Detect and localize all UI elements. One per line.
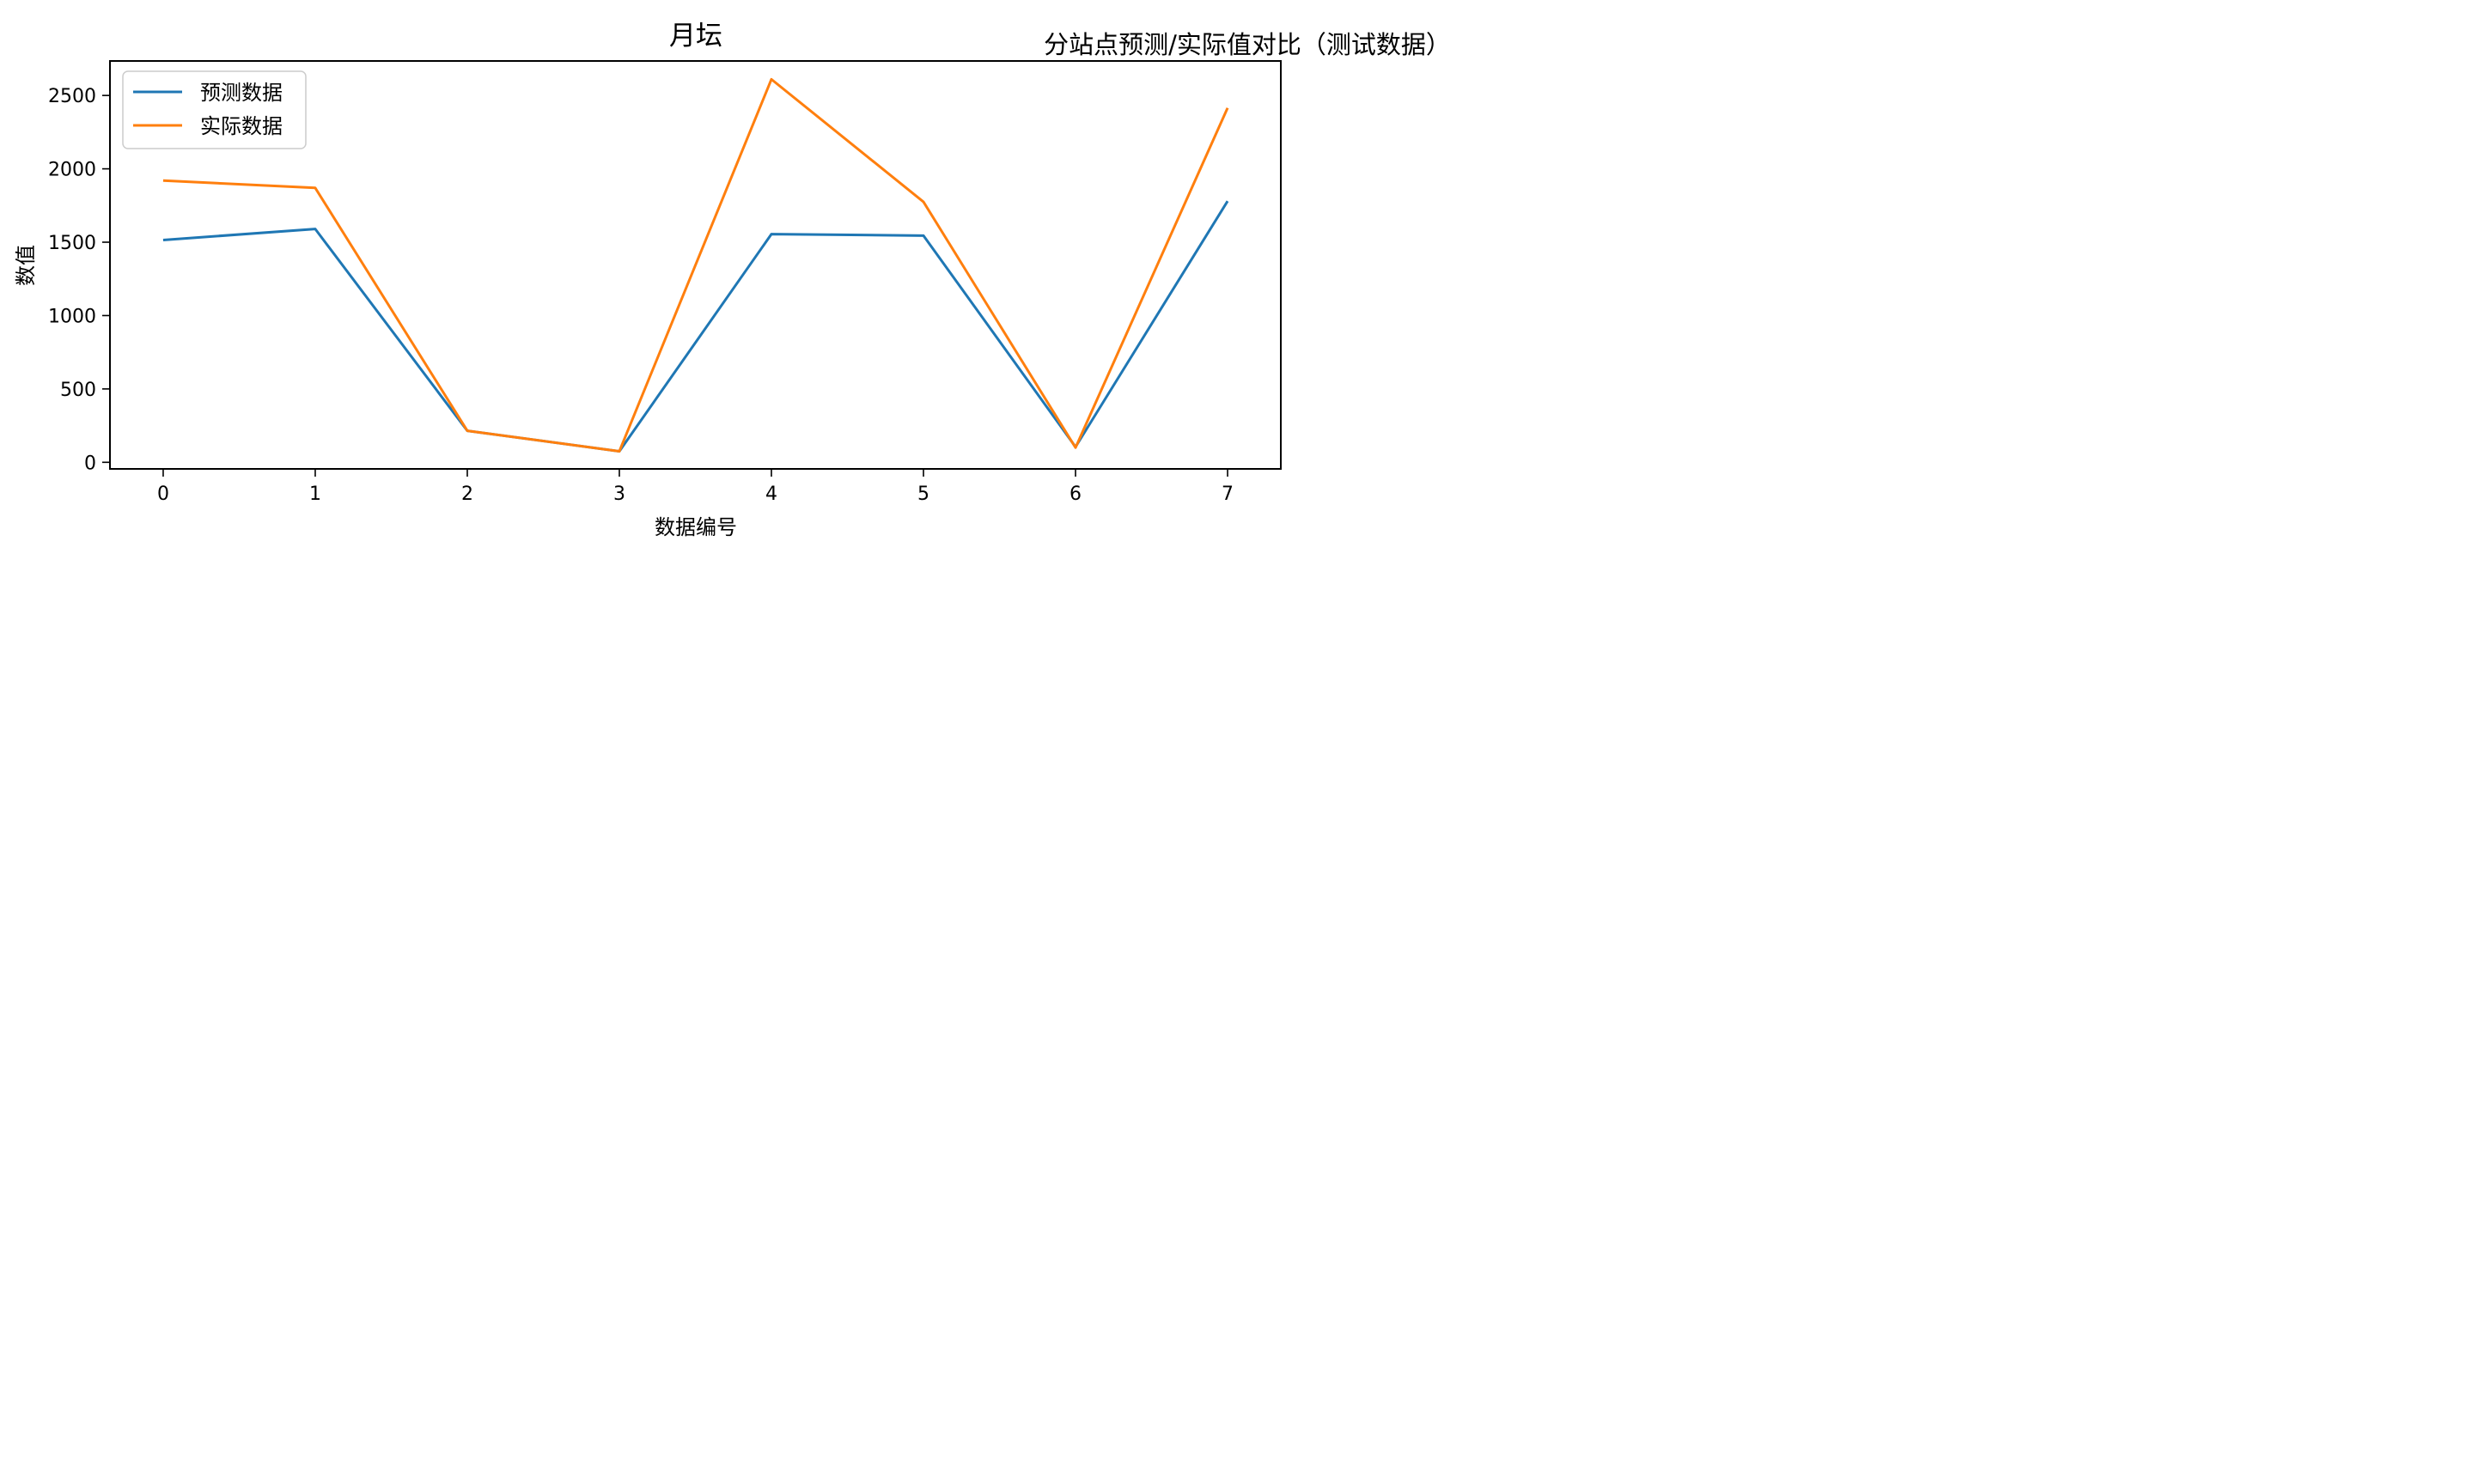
x-tick-label: 4 [765,484,777,505]
legend-label-predicted: 预测数据 [200,81,283,105]
x-axis: 0 1 2 3 4 5 6 7 [157,469,1234,505]
x-axis-label: 数据编号 [655,515,737,539]
x-tick-label: 5 [917,484,929,505]
y-tick-label: 1500 [48,233,96,254]
plot-area [109,60,1282,470]
x-tick-label: 2 [461,484,473,505]
y-tick-label: 1000 [48,306,96,327]
figure-suptitle: 分站点预测/实际值对比（测试数据） [1044,30,1451,59]
series-line-predicted [162,200,1229,453]
y-axis-label: 数值 [14,245,38,286]
y-tick-label: 0 [84,453,96,474]
y-axis: 0 500 1000 1500 2000 2500 [48,86,110,474]
chart-title: 月坛 [669,21,722,52]
series-layer [162,77,1229,453]
x-tick-label: 6 [1069,484,1082,505]
y-tick-label: 2500 [48,86,96,107]
legend-label-actual: 实际数据 [200,114,283,138]
y-tick-label: 2000 [48,160,96,181]
y-tick-label: 500 [60,380,96,401]
series-line-actual [162,77,1229,453]
x-tick-label: 7 [1222,484,1234,505]
axes-frame [109,60,1282,470]
x-tick-label: 1 [309,484,321,505]
x-tick-label: 3 [613,484,625,505]
legend: 预测数据 实际数据 [122,70,307,149]
x-tick-label: 0 [157,484,169,505]
